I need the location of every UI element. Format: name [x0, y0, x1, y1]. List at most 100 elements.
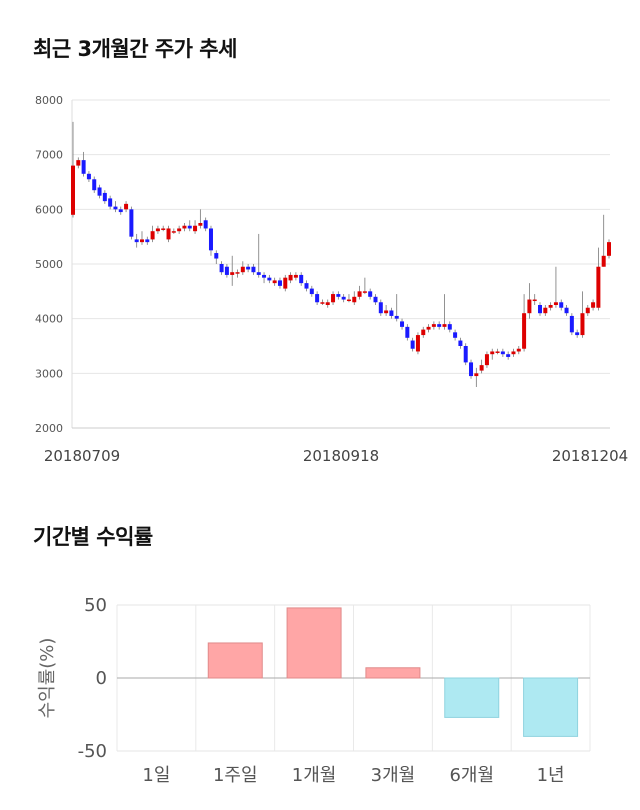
- return-y-axis-label: 수익률(%): [37, 638, 58, 719]
- return-y-tick: 50: [84, 595, 107, 616]
- candle-body: [102, 192, 107, 202]
- candle-body: [272, 280, 277, 284]
- candle-body: [447, 324, 452, 330]
- candle-body: [389, 310, 394, 316]
- candle-body: [214, 253, 219, 259]
- candle-body: [346, 299, 351, 302]
- candle-body: [601, 255, 606, 267]
- candle-body: [575, 332, 580, 336]
- candle-body: [410, 340, 415, 349]
- candle-body: [76, 160, 81, 166]
- candle-body: [474, 373, 479, 377]
- candle-body: [166, 228, 171, 240]
- candle-body: [453, 332, 458, 338]
- candle-body: [155, 228, 160, 232]
- candle-body: [187, 225, 192, 229]
- candle-body: [532, 299, 537, 302]
- candle-body: [495, 351, 500, 353]
- return-x-tick: 1일: [142, 765, 170, 786]
- candle-body: [490, 351, 495, 355]
- return-bar: [365, 667, 421, 679]
- return-x-tick: 1주일: [213, 765, 258, 786]
- price-y-tick: 5000: [35, 258, 63, 271]
- price-y-tick: 4000: [35, 313, 63, 326]
- candle-body: [150, 231, 155, 240]
- price-y-tick: 2000: [35, 422, 63, 435]
- candle-body: [219, 264, 224, 273]
- candle-body: [378, 302, 383, 314]
- candle-body: [224, 266, 229, 275]
- candle-body: [315, 294, 320, 303]
- candle-body: [256, 272, 261, 275]
- candle-body: [161, 228, 166, 230]
- candle-body: [134, 239, 139, 243]
- candle-body: [569, 315, 574, 333]
- return-y-tick: -50: [78, 741, 107, 762]
- candle-body: [394, 315, 399, 319]
- candle-body: [591, 302, 596, 308]
- return-bar: [207, 642, 263, 679]
- candle-body: [426, 326, 431, 330]
- candle-body: [564, 307, 569, 314]
- price-trend-title: 최근 3개월간 주가 추세: [33, 37, 237, 61]
- candle-body: [559, 302, 564, 308]
- candle-body: [437, 324, 442, 327]
- candle-body: [538, 305, 543, 314]
- candle-body: [373, 296, 378, 303]
- candle-body: [500, 351, 505, 355]
- stock-price-chart: 8000 7000 6000 5000 4000 3000 2000 20180709 2018…: [35, 94, 628, 465]
- candle-body: [246, 266, 251, 270]
- return-bar: [444, 677, 500, 718]
- candle-body: [145, 239, 150, 243]
- candle-body: [548, 305, 553, 308]
- candle-body: [118, 209, 123, 213]
- candle-body: [580, 313, 585, 336]
- candle-body: [129, 209, 134, 237]
- candle-body: [543, 307, 548, 314]
- candle-body: [262, 274, 267, 278]
- candle-body: [203, 220, 208, 229]
- candle-body: [309, 288, 314, 295]
- candle-body: [139, 239, 144, 243]
- price-x-tick: 20180918: [303, 447, 379, 465]
- price-y-tick: 3000: [35, 367, 63, 380]
- candle-body: [71, 165, 75, 215]
- candle-body: [182, 225, 187, 229]
- candle-body: [124, 203, 129, 210]
- candle-body: [368, 291, 373, 297]
- candle-body: [415, 335, 420, 352]
- candle-body: [267, 277, 272, 281]
- candle-body: [458, 340, 463, 346]
- candle-body: [283, 277, 288, 289]
- candle-body: [304, 283, 309, 289]
- candle-body: [336, 294, 341, 297]
- candle-body: [299, 274, 304, 284]
- candle-body: [277, 280, 282, 286]
- price-y-tick: 6000: [35, 203, 63, 216]
- candle-body: [511, 351, 516, 355]
- candle-body: [251, 266, 256, 273]
- candle-body: [92, 179, 97, 191]
- candle-body: [198, 223, 203, 226]
- candle-body: [320, 302, 325, 304]
- return-bar: [523, 677, 579, 737]
- candle-body: [86, 173, 91, 180]
- candle-body: [479, 365, 484, 371]
- candle-body: [596, 266, 601, 308]
- candle-body: [506, 354, 511, 357]
- candle-body: [516, 348, 521, 352]
- candle-body: [527, 299, 532, 314]
- candle-body: [293, 274, 298, 278]
- candle-body: [177, 228, 182, 232]
- price-y-tick: 8000: [35, 94, 63, 107]
- price-x-tick: 20180709: [44, 447, 120, 465]
- period-return-title: 기간별 수익률: [33, 525, 153, 549]
- candle-body: [463, 346, 468, 363]
- candle-body: [341, 296, 346, 300]
- price-x-tick: 20181204: [552, 447, 628, 465]
- candle-body: [97, 187, 102, 196]
- candle-body: [171, 231, 176, 233]
- candle-body: [81, 160, 86, 174]
- candle-body: [484, 354, 489, 366]
